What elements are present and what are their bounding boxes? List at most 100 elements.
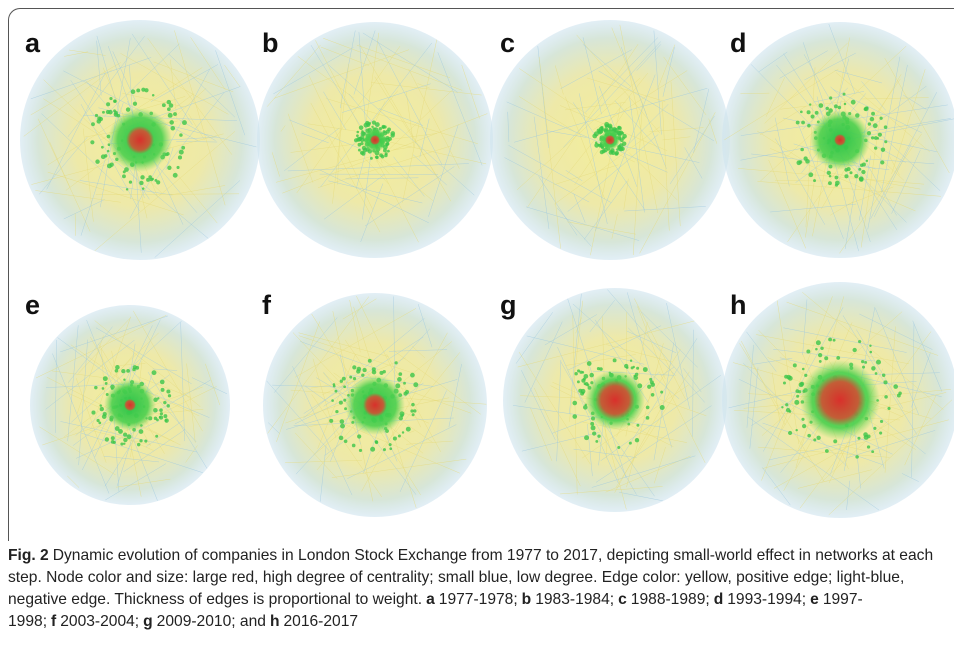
node bbox=[136, 88, 141, 93]
edge bbox=[94, 320, 201, 407]
node bbox=[576, 380, 580, 384]
edge bbox=[634, 298, 686, 400]
caption-text: Dynamic evolution of companies in London… bbox=[8, 547, 934, 608]
edge bbox=[768, 159, 807, 249]
edge bbox=[762, 422, 885, 466]
node bbox=[842, 92, 846, 96]
node bbox=[800, 147, 804, 152]
node bbox=[176, 165, 180, 170]
node bbox=[331, 399, 334, 402]
node bbox=[173, 112, 177, 116]
edge bbox=[554, 126, 661, 205]
node bbox=[871, 450, 875, 454]
edge bbox=[514, 87, 708, 143]
edge bbox=[275, 152, 387, 183]
node bbox=[649, 377, 653, 381]
node bbox=[182, 120, 187, 126]
edge bbox=[82, 128, 94, 222]
edge bbox=[546, 130, 587, 138]
edge bbox=[595, 405, 712, 483]
edge bbox=[349, 299, 361, 353]
node bbox=[858, 340, 862, 344]
edge bbox=[170, 59, 178, 121]
edge bbox=[600, 375, 721, 462]
node bbox=[577, 369, 581, 373]
edge bbox=[75, 377, 107, 463]
edge bbox=[873, 143, 912, 217]
node bbox=[815, 347, 818, 351]
node bbox=[166, 99, 172, 105]
edge bbox=[99, 332, 159, 391]
edge bbox=[428, 124, 459, 217]
edge bbox=[901, 473, 919, 482]
edge bbox=[659, 399, 707, 417]
edge bbox=[68, 326, 113, 383]
edge bbox=[614, 100, 661, 151]
node bbox=[801, 120, 805, 125]
edge bbox=[747, 416, 880, 511]
node bbox=[374, 122, 380, 127]
edge bbox=[583, 180, 628, 240]
edge bbox=[693, 88, 710, 153]
network-hub bbox=[126, 126, 154, 154]
edge bbox=[524, 321, 563, 403]
node bbox=[177, 155, 183, 160]
node bbox=[356, 369, 361, 374]
caption-panel-label: d bbox=[713, 591, 724, 608]
node bbox=[592, 133, 598, 139]
edge bbox=[271, 152, 280, 177]
edge bbox=[663, 56, 707, 116]
edge bbox=[761, 296, 833, 481]
edge bbox=[847, 186, 894, 205]
node bbox=[645, 405, 650, 410]
edge bbox=[267, 296, 369, 434]
edge bbox=[328, 180, 423, 204]
edge bbox=[405, 91, 415, 148]
edge bbox=[89, 429, 151, 446]
node bbox=[802, 424, 807, 429]
edge bbox=[553, 164, 619, 186]
node bbox=[834, 183, 839, 187]
network-panel bbox=[20, 20, 260, 260]
edge bbox=[311, 394, 383, 498]
edge bbox=[317, 354, 356, 449]
edge bbox=[285, 460, 362, 463]
edge bbox=[657, 44, 676, 90]
edge bbox=[128, 367, 197, 443]
node bbox=[870, 136, 875, 140]
node bbox=[157, 397, 160, 400]
node bbox=[123, 442, 126, 445]
edge bbox=[741, 340, 786, 426]
node bbox=[808, 172, 814, 178]
node bbox=[144, 88, 149, 93]
node bbox=[163, 414, 168, 419]
node bbox=[817, 352, 823, 358]
edge bbox=[39, 136, 88, 195]
node bbox=[650, 393, 655, 397]
edge bbox=[828, 399, 953, 516]
node bbox=[649, 380, 654, 385]
node bbox=[106, 149, 110, 153]
node bbox=[815, 340, 821, 346]
node bbox=[370, 156, 373, 160]
node bbox=[361, 373, 365, 377]
node bbox=[164, 418, 169, 423]
edge bbox=[762, 419, 949, 469]
edge bbox=[525, 206, 640, 241]
edge bbox=[301, 133, 329, 144]
edge bbox=[77, 317, 131, 374]
edge bbox=[530, 407, 553, 461]
node bbox=[858, 176, 864, 182]
node bbox=[118, 429, 123, 434]
edge bbox=[639, 112, 716, 254]
node bbox=[130, 89, 136, 95]
node bbox=[642, 367, 648, 372]
node bbox=[804, 373, 808, 378]
node bbox=[794, 399, 800, 405]
node bbox=[801, 417, 805, 421]
panel-label: h bbox=[730, 290, 747, 320]
node bbox=[94, 385, 98, 390]
edge bbox=[692, 329, 694, 437]
node bbox=[590, 421, 595, 426]
node bbox=[584, 382, 589, 386]
